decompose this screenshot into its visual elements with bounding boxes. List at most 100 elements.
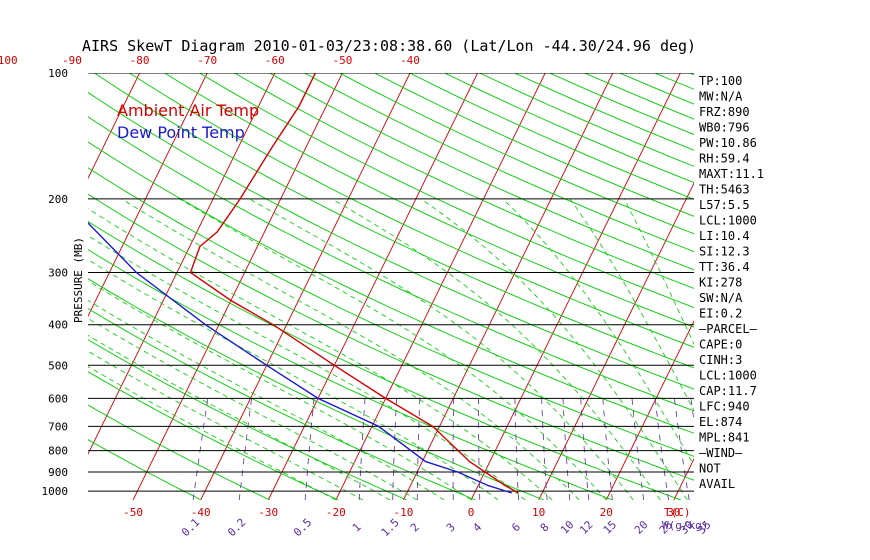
pressure-tick-label: 600	[48, 392, 68, 405]
dry-adiabat-line	[88, 141, 694, 434]
dry-adiabat-line	[269, 73, 694, 271]
pressure-tick-label: 300	[48, 267, 68, 280]
bottom-temp-tick-label: -30	[258, 506, 278, 519]
chart-title: AIRS SkewT Diagram 2010-01-03/23:08:38.6…	[82, 37, 696, 55]
top-temp-tick-label: -90	[62, 54, 82, 67]
pressure-tick-label: 100	[48, 67, 68, 80]
mixing-ratio-label: 4	[470, 520, 484, 534]
top-temp-tick-label: -60	[265, 54, 285, 67]
moist-adiabat-line	[502, 198, 694, 466]
isotherm-line	[403, 73, 614, 500]
temperature-unit-label: T(C)	[664, 506, 691, 519]
bottom-temp-tick-label: -10	[394, 506, 414, 519]
sounding-series	[88, 73, 519, 494]
mixing-ratio-line	[541, 398, 548, 500]
index-panel-entry: CAP:11.7	[699, 384, 757, 398]
pressure-tick-label: 200	[48, 193, 68, 206]
isotherm-line	[132, 73, 343, 500]
index-panel-entry: TT:36.4	[699, 260, 750, 274]
legend-entry: Dew Point Temp	[117, 123, 245, 142]
dry-adiabat-line	[88, 167, 694, 457]
mixing-ratio-line	[416, 398, 421, 500]
dry-adiabat-line	[88, 439, 202, 500]
dry-adiabat-line	[88, 221, 682, 500]
index-panel-entry: TH:5463	[699, 183, 750, 197]
mixing-ratio-label: 0.5	[291, 516, 314, 539]
dry-adiabat-line	[795, 73, 870, 500]
dry-adiabat-line	[88, 404, 270, 500]
bottom-temp-tick-label: -20	[326, 506, 346, 519]
moist-adiabat-line	[623, 198, 694, 345]
bottom-temp-tick-label: -40	[191, 506, 211, 519]
index-panel-entry: LCL:1000	[699, 369, 757, 383]
top-temp-tick-label: -50	[332, 54, 352, 67]
isotherm-line	[0, 73, 4, 500]
isotherm-line	[605, 320, 694, 500]
mixing-ratio-line	[238, 398, 252, 500]
mixing-ratio-label: 10	[558, 518, 577, 537]
moist-adiabat-line	[420, 198, 688, 500]
dry-adiabats	[88, 73, 870, 500]
index-panel-entry: TP:100	[699, 74, 742, 88]
dry-adiabat-line	[88, 193, 694, 481]
index-panel-entry: NOT	[699, 462, 721, 476]
mixing-ratio-lines	[192, 398, 694, 500]
mixing-ratio-label: 1.5	[379, 516, 402, 539]
moist-adiabat-line	[88, 366, 337, 500]
mixing-ratio-line	[580, 398, 590, 500]
bottom-temperature-axis: -50 -40 -30 -20 -10 0 10 20 30T(C) 0.1 0.2 0.5 1 1.5 2…	[123, 506, 714, 539]
dry-adiabat-line	[199, 73, 694, 309]
index-panel-entry: MPL:841	[699, 431, 750, 445]
temperature-profile-line	[189, 73, 519, 494]
mixing-ratio-line	[478, 398, 481, 500]
isotherm-line	[88, 73, 208, 318]
moist-adiabat-line	[179, 198, 607, 500]
mixing-ratio-unit-label: W(g/kg)	[662, 519, 708, 532]
mixing-ratio-line	[358, 398, 366, 500]
bottom-temp-tick-label: -50	[123, 506, 143, 519]
mixing-ratio-line	[452, 398, 454, 500]
moist-adiabat-line	[249, 198, 634, 500]
dry-adiabat-line	[654, 73, 694, 90]
mixing-ratio-line	[562, 398, 571, 500]
dry-adiabat-line	[88, 91, 694, 390]
index-panel-entry: FRZ:890	[699, 105, 750, 119]
mixing-ratio-line	[602, 398, 613, 500]
index-panel-entry: AVAIL	[699, 477, 735, 491]
bottom-temp-tick-label: 0	[468, 506, 475, 519]
bottom-temp-tick-label: 20	[600, 506, 613, 519]
index-panel-entry: CAPE:0	[699, 338, 742, 352]
isotherm-line	[470, 73, 681, 500]
isotherm-line	[335, 73, 546, 500]
bottom-temp-tick-label: 10	[532, 506, 545, 519]
moist-adiabat-line	[88, 350, 364, 500]
pressure-axis: 100 200 300 400 500 600 700 800 900 1000	[42, 67, 69, 498]
mixing-ratio-label: 12	[577, 518, 596, 537]
dry-adiabat-line	[304, 73, 694, 253]
dry-adiabat-line	[88, 116, 694, 412]
moist-adiabat-line	[121, 198, 580, 500]
mixing-ratio-label: 8	[538, 521, 552, 535]
index-panel-entry: LFC:940	[699, 400, 750, 414]
dry-adiabat-line	[88, 371, 339, 500]
index-panel-entry: MAXT:11.1	[699, 167, 764, 181]
index-panel-entry: CINH:3	[699, 353, 742, 367]
dry-adiabat-line	[164, 73, 694, 328]
mixing-ratio-label: 2	[408, 521, 422, 535]
dry-adiabat-line	[514, 73, 694, 151]
dry-adiabat-line	[339, 73, 694, 235]
mixing-ratio-label: 0.2	[225, 516, 248, 539]
isotherm-line	[809, 73, 870, 500]
moist-adiabat-line	[88, 334, 391, 500]
moist-adiabat-line	[331, 198, 661, 500]
mixing-ratio-label: 0.1	[179, 516, 202, 539]
top-temp-tick-label: -70	[197, 54, 217, 67]
mixing-ratio-label: 20	[632, 518, 651, 537]
index-panel-entry: RH:59.4	[699, 152, 750, 166]
mixing-ratio-line	[631, 398, 645, 500]
index-panel-entry: —PARCEL—	[699, 322, 758, 336]
index-panel-entry: SW:N/A	[699, 291, 743, 305]
index-panel-entry: KI:278	[699, 276, 742, 290]
moist-adiabat-line	[88, 235, 526, 500]
